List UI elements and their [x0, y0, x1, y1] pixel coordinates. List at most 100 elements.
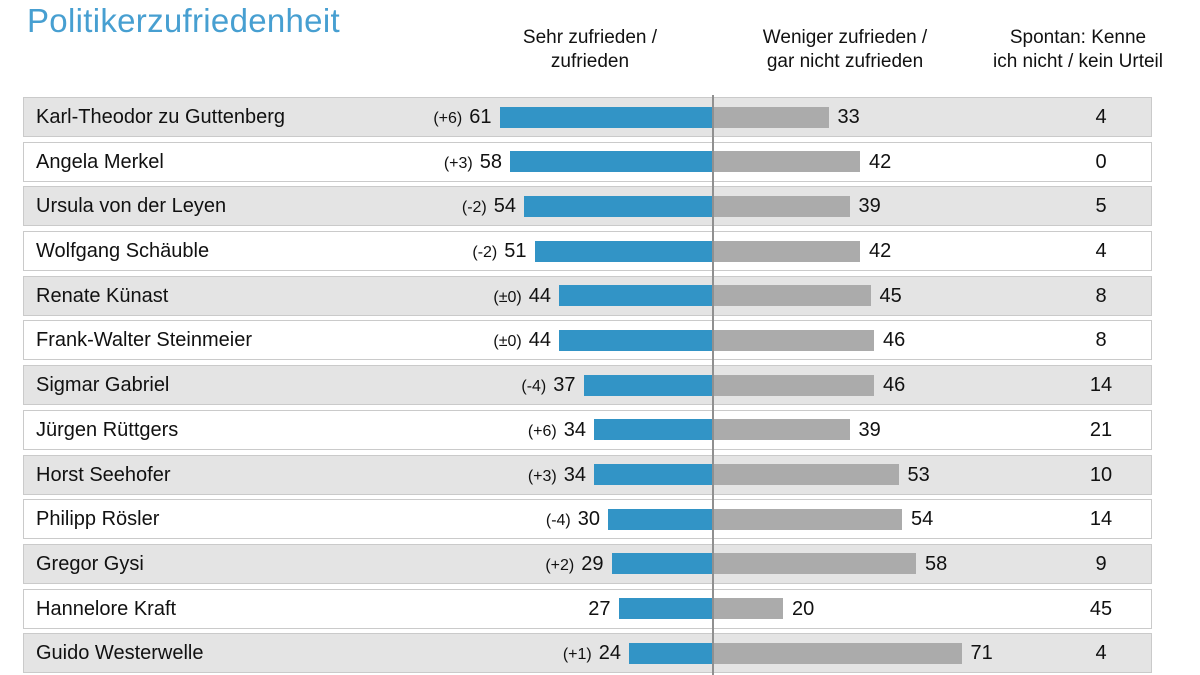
change-value: (±0) — [493, 333, 522, 351]
table-row: Jürgen Rüttgers (+6) 34 39 21 — [23, 409, 1152, 450]
satisfied-bar — [524, 195, 713, 217]
column-header-unsatisfied-line1: Weniger zufrieden / — [762, 27, 928, 48]
unsatisfied-bar — [713, 195, 850, 217]
satisfied-value: 54 — [493, 195, 516, 218]
no-opinion-value: 0 — [1095, 150, 1107, 173]
change-value: (+3) — [527, 467, 557, 485]
unsatisfied-value: 46 — [883, 329, 906, 352]
unsatisfied-bar — [713, 553, 916, 575]
unsatisfied-value: 53 — [907, 463, 930, 486]
unsatisfied-bar — [713, 598, 783, 620]
unsatisfied-bar — [713, 106, 829, 128]
politician-name: Sigmar Gabriel — [36, 374, 170, 397]
unsatisfied-value: 54 — [911, 508, 934, 531]
table-row: Philipp Rösler (-4) 30 54 14 — [23, 499, 1152, 540]
table-row: Karl-Theodor zu Guttenberg (+6) 61 33 4 — [23, 97, 1152, 137]
no-opinion-value: 8 — [1095, 284, 1107, 307]
change-value: (-2) — [472, 244, 498, 262]
satisfied-bar — [559, 285, 713, 307]
unsatisfied-value: 58 — [925, 552, 948, 575]
unsatisfied-bar — [713, 374, 874, 396]
unsatisfied-bar — [713, 329, 874, 351]
satisfied-value: 34 — [563, 418, 586, 441]
satisfied-bar — [594, 464, 713, 485]
politician-name: Ursula von der Leyen — [36, 195, 227, 218]
satisfied-value: 24 — [598, 642, 621, 665]
column-header-no-opinion: Spontan: Kenne ich nicht / kein Urteil — [956, 26, 1200, 74]
chart-table: Karl-Theodor zu Guttenberg (+6) 61 33 4 Angel… — [23, 97, 1152, 675]
satisfied-value: 58 — [479, 150, 502, 173]
change-value: (+1) — [562, 646, 592, 664]
page-title: Politikerzufriedenheit — [27, 2, 340, 39]
column-header-satisfied-line2: zufrieden — [550, 51, 630, 72]
politician-name: Hannelore Kraft — [36, 597, 177, 620]
politician-name: Guido Westerwelle — [36, 642, 204, 665]
no-opinion-value: 4 — [1095, 642, 1107, 665]
satisfied-bar — [499, 106, 713, 128]
column-header-no-opinion-line2: ich nicht / kein Urteil — [992, 51, 1163, 72]
no-opinion-value: 14 — [1089, 374, 1113, 397]
column-header-unsatisfied: Weniger zufrieden / gar nicht zufrieden — [725, 26, 965, 74]
satisfied-value: 37 — [553, 374, 576, 397]
column-header-satisfied: Sehr zufrieden / zufrieden — [470, 26, 710, 74]
satisfied-bar — [583, 374, 713, 396]
no-opinion-value: 14 — [1089, 508, 1113, 531]
no-opinion-value: 10 — [1089, 463, 1113, 486]
change-value: (-2) — [461, 199, 487, 217]
change-value: (-4) — [545, 512, 571, 530]
table-row: Horst Seehofer (+3) 34 53 10 — [23, 454, 1152, 495]
no-opinion-value: 9 — [1095, 552, 1107, 575]
table-row: Gregor Gysi (+2) 29 58 9 — [23, 543, 1152, 584]
unsatisfied-value: 45 — [879, 284, 902, 307]
table-row: Angela Merkel (+3) 58 42 0 — [23, 141, 1152, 182]
no-opinion-value: 8 — [1095, 329, 1107, 352]
satisfied-bar — [594, 419, 713, 441]
no-opinion-value: 5 — [1095, 195, 1107, 218]
satisfied-bar — [611, 553, 713, 575]
satisfied-bar — [608, 508, 713, 530]
column-header-unsatisfied-line2: gar nicht zufrieden — [766, 51, 924, 72]
no-opinion-value: 4 — [1095, 106, 1107, 128]
satisfied-value: 51 — [504, 240, 527, 263]
politician-name: Renate Künast — [36, 284, 169, 307]
unsatisfied-value: 42 — [869, 240, 892, 263]
table-row: Wolfgang Schäuble (-2) 51 42 4 — [23, 231, 1152, 272]
politician-name: Angela Merkel — [36, 150, 164, 173]
table-row: Renate Künast (±0) 44 45 8 — [23, 275, 1152, 316]
unsatisfied-value: 20 — [792, 597, 815, 620]
change-value: (+6) — [527, 422, 557, 440]
politician-name: Jürgen Rüttgers — [36, 418, 179, 441]
politician-name: Gregor Gysi — [36, 552, 144, 575]
satisfied-bar — [510, 151, 713, 173]
satisfied-value: 34 — [563, 463, 586, 486]
change-value: (±0) — [493, 288, 522, 306]
satisfied-value: 27 — [588, 597, 611, 620]
unsatisfied-bar — [713, 642, 962, 664]
unsatisfied-value: 71 — [970, 642, 993, 665]
satisfied-value: 44 — [528, 284, 551, 307]
unsatisfied-bar — [713, 285, 871, 307]
politician-name: Frank-Walter Steinmeier — [36, 329, 252, 352]
politician-name: Karl-Theodor zu Guttenberg — [36, 106, 286, 128]
satisfied-value: 30 — [577, 508, 600, 531]
satisfied-value: 29 — [581, 552, 604, 575]
unsatisfied-bar — [713, 508, 902, 530]
satisfied-value: 44 — [528, 329, 551, 352]
column-header-satisfied-line1: Sehr zufrieden / — [522, 27, 658, 48]
unsatisfied-bar — [713, 419, 850, 441]
unsatisfied-bar — [713, 151, 860, 173]
table-row: Guido Westerwelle (+1) 24 71 4 — [23, 633, 1152, 674]
unsatisfied-bar — [713, 240, 860, 262]
center-axis-line — [712, 95, 714, 675]
satisfied-bar — [534, 240, 713, 262]
table-row: Ursula von der Leyen (-2) 54 39 5 — [23, 186, 1152, 227]
satisfied-value: 61 — [469, 106, 492, 128]
unsatisfied-value: 46 — [883, 374, 906, 397]
politician-name: Wolfgang Schäuble — [36, 240, 210, 263]
unsatisfied-value: 33 — [837, 106, 860, 128]
column-header-no-opinion-line1: Spontan: Kenne — [1009, 27, 1147, 48]
table-row: Hannelore Kraft 27 20 45 — [23, 588, 1152, 629]
unsatisfied-value: 42 — [869, 150, 892, 173]
no-opinion-value: 45 — [1089, 597, 1113, 620]
